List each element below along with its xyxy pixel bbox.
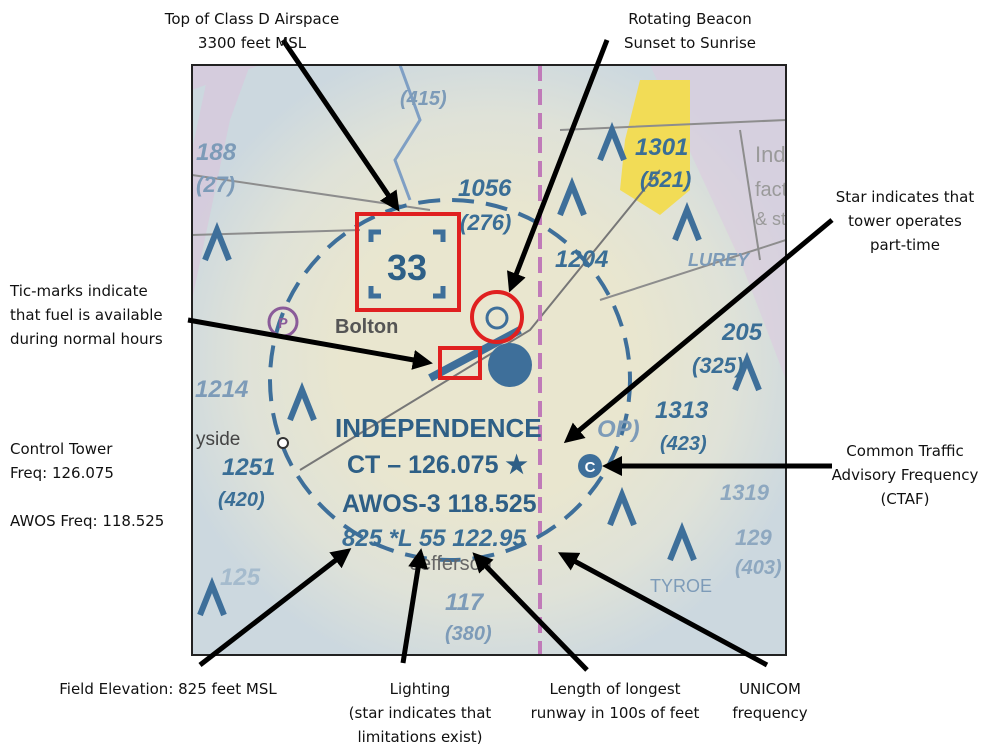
map-label: yside xyxy=(196,429,240,450)
map-label: 1251 xyxy=(222,454,275,481)
highlight-box xyxy=(355,212,461,312)
map-label: Inde xyxy=(755,142,798,167)
map-label: (27) xyxy=(196,172,235,197)
annotation-text: Lighting xyxy=(390,680,451,698)
map-label: Bolton xyxy=(335,316,398,338)
map-label: C xyxy=(585,459,596,476)
annotation-text: Common Traffic xyxy=(846,442,963,460)
map-label: TYROE xyxy=(650,576,712,596)
annotation-text: tower operates xyxy=(848,212,962,230)
annotation-text: Length of longest xyxy=(549,680,680,698)
map-label: 1204 xyxy=(555,246,608,273)
map-label: & st xyxy=(755,209,786,229)
highlight-box xyxy=(438,346,482,380)
annotations: Top of Class D Airspace 3300 feet MSL Rota… xyxy=(9,10,979,746)
map-label: factor xyxy=(755,179,805,201)
annotation-text: that fuel is available xyxy=(10,306,163,324)
map-label: 1214 xyxy=(195,376,248,403)
map-label: 1056 xyxy=(458,175,512,202)
annotation-text: Tic-marks indicate xyxy=(9,282,148,300)
map-label: 33 xyxy=(387,247,427,288)
map-label: 117 xyxy=(445,589,485,616)
annotation-text: Rotating Beacon xyxy=(628,10,752,28)
map-frame xyxy=(191,64,787,656)
annotation-text: AWOS Freq: 118.525 xyxy=(10,512,164,530)
map-label: P xyxy=(278,315,288,332)
map-label: 125 xyxy=(220,564,261,591)
annotation-text: frequency xyxy=(732,704,807,722)
annotation-text: Freq: 126.075 xyxy=(10,464,114,482)
map-label: (420) xyxy=(218,489,265,511)
annotation-text: UNICOM xyxy=(739,680,801,698)
map-label: OP) xyxy=(597,416,640,443)
map-label: AWOS-3 118.525 xyxy=(342,490,537,518)
highlight-circle xyxy=(470,290,524,344)
map-label: 825 *L 55 122.95 xyxy=(342,525,526,552)
map-label: (521) xyxy=(640,167,691,192)
map-label: (276) xyxy=(460,210,511,235)
map-label: (415) xyxy=(400,88,447,110)
map: 33 Bolton INDEPENDENCE CT – 126.075 ★ C … xyxy=(192,65,805,655)
arrows xyxy=(187,38,834,672)
annotation-text: (CTAF) xyxy=(880,490,929,508)
map-label: (423) xyxy=(660,433,707,455)
annotation-text: Star indicates that xyxy=(836,188,975,206)
annotation-text: Top of Class D Airspace xyxy=(164,10,339,28)
annotation-text: 3300 feet MSL xyxy=(198,34,307,52)
annotation-text: Field Elevation: 825 feet MSL xyxy=(59,680,277,698)
map-label: (403) xyxy=(735,557,782,579)
annotation-text: part-time xyxy=(870,236,940,254)
annotation-text: Sunset to Sunrise xyxy=(624,34,756,52)
map-label: (380) xyxy=(445,623,492,645)
map-label: 205 xyxy=(721,319,763,346)
map-label: 129 xyxy=(735,525,772,550)
map-label: CT – 126.075 ★ xyxy=(347,451,528,479)
map-label: Jefferson xyxy=(410,553,492,575)
map-label: 1313 xyxy=(655,397,709,424)
map-label: 188 xyxy=(196,139,237,166)
map-label: 1301 xyxy=(635,134,688,161)
map-label: INDEPENDENCE xyxy=(335,413,542,443)
annotation-text: Advisory Frequency xyxy=(832,466,979,484)
annotation-text: during normal hours xyxy=(10,330,163,348)
annotation-text: (star indicates that xyxy=(349,704,492,722)
map-label: 1319 xyxy=(720,480,770,505)
annotation-text: runway in 100s of feet xyxy=(531,704,700,722)
map-label: LUREY xyxy=(688,250,751,270)
map-label: (325) xyxy=(692,353,743,378)
annotation-text: limitations exist) xyxy=(357,728,482,746)
annotation-text: Control Tower xyxy=(10,440,113,458)
